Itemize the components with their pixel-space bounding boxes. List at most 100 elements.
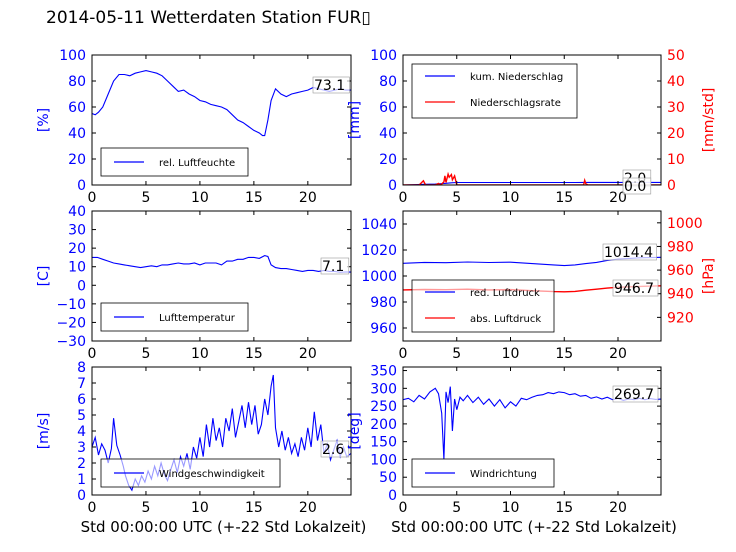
y-right-tick-label: 960	[667, 263, 694, 279]
y-tick-label: 50	[379, 470, 397, 486]
legend-label: Lufttemperatur	[159, 313, 236, 324]
y-axis-label: [mm]	[347, 101, 363, 139]
y-tick-label: 1020	[361, 243, 397, 259]
y-right-tick-label: 920	[667, 310, 694, 326]
y-tick-label: 0	[388, 488, 397, 504]
x-tick-label: 0	[88, 190, 97, 206]
plot-frame	[402, 54, 662, 186]
x-axis-label: Std 00:00:00 UTC (+-22 Std Lokalzeit)	[81, 518, 367, 536]
plot-frame	[91, 54, 352, 186]
x-tick-label: 5	[452, 346, 461, 362]
y-right-tick-label: 20	[667, 126, 685, 142]
y-tick-label: 2	[77, 456, 86, 472]
y-tick-label: −20	[56, 315, 86, 331]
x-tick-label: 0	[88, 346, 97, 362]
y-tick-label: 960	[370, 321, 397, 337]
current-value-label-text: 269.7	[614, 387, 654, 403]
legend: Lufttemperatur	[100, 302, 249, 332]
current-value-label: 1014.4	[602, 243, 657, 261]
y-tick-label: 3	[77, 440, 86, 456]
x-tick-label: 10	[502, 190, 520, 206]
x-tick-label: 20	[299, 500, 317, 516]
x-tick-label: 5	[141, 346, 150, 362]
y-tick-label: 60	[379, 100, 397, 116]
current-value-label-2-text: 946.7	[614, 281, 654, 297]
series-line-1	[403, 181, 661, 185]
y-right-tick-label: 980	[667, 239, 694, 255]
y-tick-label: 10	[68, 260, 86, 276]
x-tick-label: 5	[452, 190, 461, 206]
x-tick-label: 20	[609, 500, 627, 516]
chart-panel-3: 0 5 10 15 20 −30 −20 −10 0 10 20 30 40 [C] Lufttempera…	[36, 204, 352, 362]
legend-label: red. Luftdruck	[470, 288, 540, 299]
x-tick-label: 5	[141, 190, 150, 206]
y-tick-label: −30	[56, 334, 86, 350]
y-tick-label: −10	[56, 297, 86, 313]
current-value-label-box	[320, 257, 350, 275]
current-value-label-box	[312, 76, 350, 94]
current-value-label-2: 0.0	[622, 177, 652, 195]
x-tick-label: 10	[191, 346, 209, 362]
current-value-label-2: 946.7	[612, 279, 659, 297]
y-tick-label: 100	[59, 48, 86, 64]
y-tick-label: 6	[77, 392, 86, 408]
legend-label: abs. Luftdruck	[470, 314, 541, 325]
x-tick-label: 15	[555, 190, 573, 206]
legend: kum. Niederschlag Niederschlagsrate	[411, 63, 578, 119]
legend: Windgeschwindigkeit	[100, 458, 281, 488]
chart-panel-4: 0 5 10 15 20 960 980 1000 1020 1040 920 940 960 980 10…	[361, 210, 717, 362]
current-value-label-box	[602, 243, 657, 261]
current-value-label: 73.1	[312, 76, 350, 94]
x-tick-label: 20	[609, 346, 627, 362]
x-tick-label: 10	[191, 190, 209, 206]
legend: rel. Luftfeuchte	[100, 147, 249, 177]
y-right-tick-label: 1000	[667, 216, 703, 232]
y-axis-label-right: [hPa]	[701, 258, 717, 294]
x-tick-label: 15	[555, 346, 573, 362]
y-right-tick-label: 30	[667, 100, 685, 116]
y-tick-label: 7	[77, 376, 86, 392]
y-right-tick-label: 0	[667, 178, 676, 194]
y-tick-label: 100	[370, 48, 397, 64]
y-right-tick-label: 10	[667, 152, 685, 168]
y-tick-label: 100	[370, 452, 397, 468]
x-tick-label: 20	[299, 190, 317, 206]
series-line-1	[92, 255, 351, 273]
current-value-label-2-box	[622, 177, 652, 195]
y-right-tick-label: 40	[667, 74, 685, 90]
y-right-tick-label: 50	[667, 48, 685, 64]
current-value-label-2-box	[612, 279, 659, 297]
y-tick-label: 200	[370, 417, 397, 433]
y-tick-label: 30	[68, 223, 86, 239]
current-value-label-text: 2.6	[322, 442, 344, 458]
x-tick-label: 10	[502, 346, 520, 362]
current-value-label: 7.1	[320, 257, 350, 275]
y-tick-label: 4	[77, 424, 86, 440]
y-axis-label: [C]	[36, 266, 52, 287]
legend-label: rel. Luftfeuchte	[159, 158, 235, 169]
y-tick-label: 20	[68, 241, 86, 257]
y-tick-label: 1	[77, 472, 86, 488]
y-tick-label: 20	[68, 152, 86, 168]
current-value-label-box	[320, 440, 350, 458]
x-axis-label: Std 00:00:00 UTC (+-22 Std Lokalzeit)	[391, 518, 677, 536]
current-value-label: 269.7	[612, 385, 659, 403]
y-tick-label: 8	[77, 360, 86, 376]
plot-frame	[91, 210, 352, 342]
x-tick-label: 15	[555, 500, 573, 516]
legend: Windrichtung	[411, 458, 555, 488]
y-axis-label: [deg]	[347, 412, 363, 449]
x-tick-label: 0	[399, 190, 408, 206]
x-tick-label: 15	[245, 500, 263, 516]
y-tick-label: 80	[68, 74, 86, 90]
y-axis-label: [m/s]	[36, 413, 52, 450]
y-tick-label: 1000	[361, 269, 397, 285]
y-axis-label: [%]	[36, 108, 52, 132]
y-tick-label: 80	[379, 74, 397, 90]
y-tick-label: 40	[379, 126, 397, 142]
legend-label: Windgeschwindigkeit	[159, 469, 265, 480]
y-axis-label-right: [mm/std]	[701, 88, 717, 153]
